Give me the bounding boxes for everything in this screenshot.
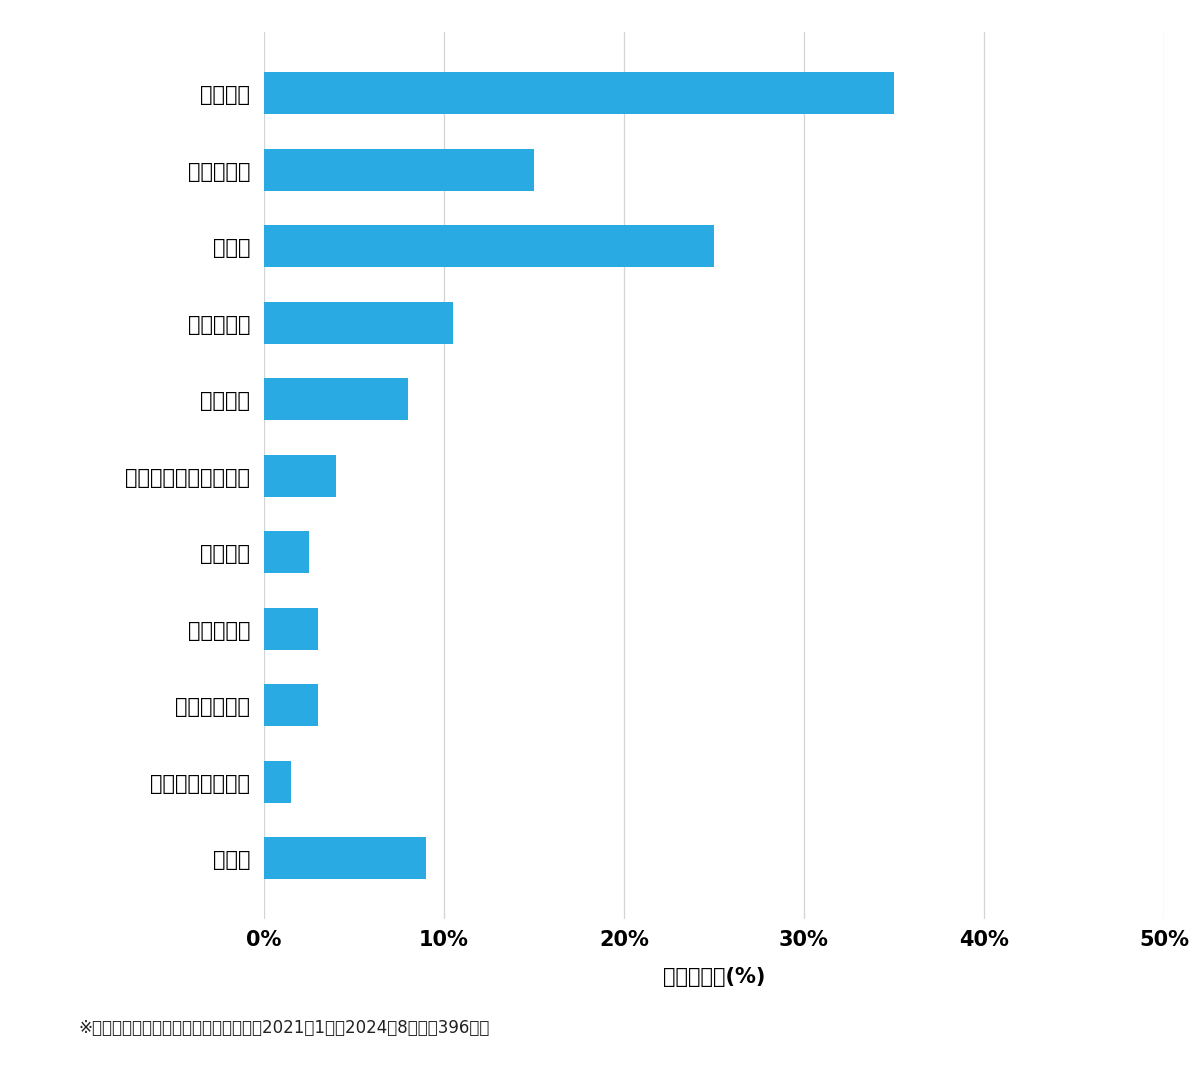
Bar xyxy=(264,607,318,650)
Bar xyxy=(264,531,310,573)
X-axis label: 件数の割合(%): 件数の割合(%) xyxy=(662,967,766,987)
Bar xyxy=(264,149,534,191)
Bar xyxy=(264,837,426,879)
Bar xyxy=(264,760,292,803)
Text: ※弊社受付の案件を対象に集計（期間：2021年1月～2024年8月、訜396件）: ※弊社受付の案件を対象に集計（期間：2021年1月～2024年8月、訜396件） xyxy=(78,1019,490,1037)
Bar xyxy=(264,73,894,114)
Bar xyxy=(264,226,714,267)
Bar xyxy=(264,454,336,497)
Bar xyxy=(264,301,454,344)
Bar xyxy=(264,684,318,726)
Bar xyxy=(264,378,408,420)
